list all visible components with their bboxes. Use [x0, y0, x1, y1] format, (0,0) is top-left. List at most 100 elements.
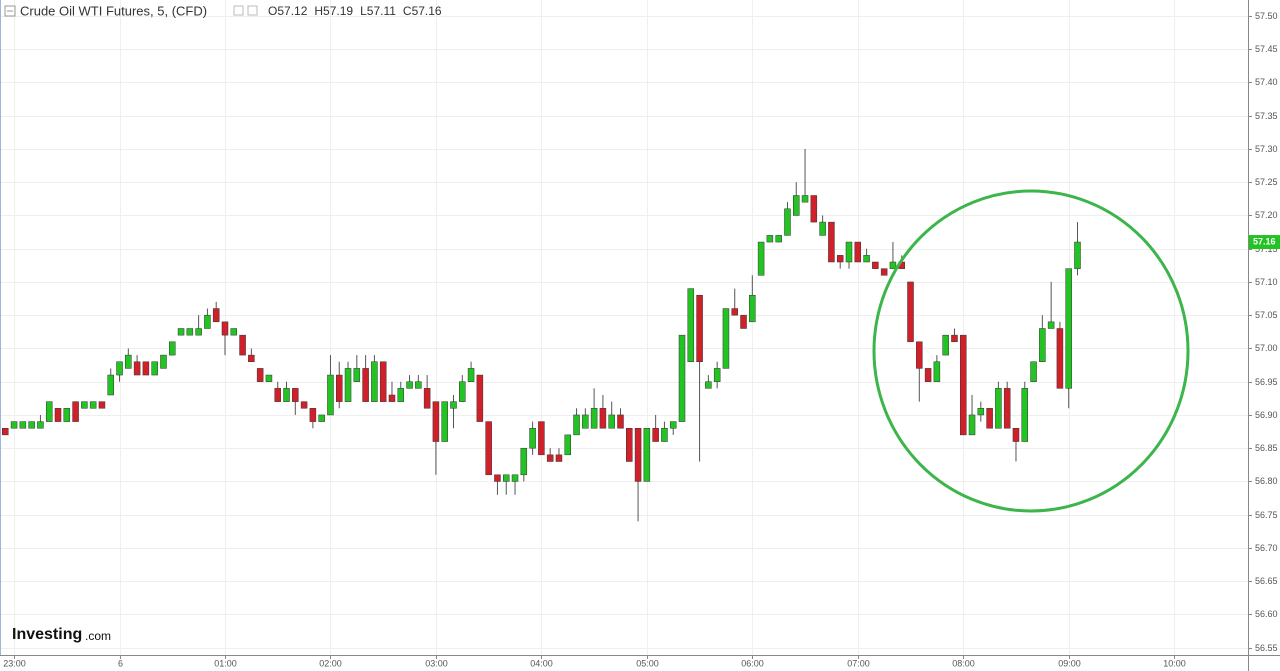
y-tick-label: 56.95 [1255, 377, 1278, 387]
ohlc-text: O57.12 H57.19 L57.11 C57.16 [268, 4, 442, 18]
candle-body [819, 221, 826, 236]
candle-body [652, 427, 659, 442]
y-tick-label: 57.45 [1255, 44, 1278, 54]
candle-body [160, 354, 167, 369]
candle-body [98, 401, 106, 409]
candle-body [916, 341, 923, 369]
close-icon[interactable] [247, 5, 258, 16]
x-tick-label: 02:00 [319, 658, 342, 668]
y-tick-label: 56.80 [1255, 476, 1278, 486]
candle-body [89, 401, 97, 409]
candle-body [45, 401, 53, 422]
candle-body [467, 368, 475, 382]
candle-body [880, 268, 888, 276]
candle-body [415, 381, 422, 389]
candle-body [661, 427, 668, 442]
y-tick-label: 57.10 [1255, 277, 1278, 287]
y-tick-label: 56.65 [1255, 576, 1278, 586]
candle-body [283, 388, 290, 402]
candle-body [133, 361, 141, 376]
candle-body [784, 208, 791, 236]
candle-body [722, 308, 730, 369]
candle-body [28, 421, 35, 429]
logo: Investing .com [12, 626, 111, 643]
ohlc-value: 57.19 [323, 4, 353, 18]
candle-body [151, 361, 158, 376]
candle-body [344, 368, 352, 402]
logo-suffix: .com [85, 629, 111, 643]
ohlc-key: L [360, 4, 367, 18]
candle-body [239, 334, 246, 356]
candle-body [125, 354, 132, 369]
candle-body [265, 374, 273, 382]
ohlc-value: 57.11 [367, 4, 396, 18]
y-tick-label: 57.40 [1255, 77, 1278, 87]
candle-body [863, 255, 870, 263]
candle-body [573, 414, 580, 436]
x-tick-label: 07:00 [847, 658, 870, 668]
candle-body [836, 255, 844, 263]
x-tick-label: 06:00 [741, 658, 764, 668]
candle-body [907, 281, 914, 343]
y-tick-label: 56.75 [1255, 510, 1278, 520]
candle-body [564, 434, 572, 456]
candle-body [749, 294, 756, 323]
y-tick-label: 56.85 [1255, 443, 1278, 453]
candle-body [687, 288, 695, 362]
candle-body [740, 314, 747, 329]
x-tick-label: 04:00 [530, 658, 553, 668]
candle-body [1012, 427, 1020, 442]
candle-body [1021, 388, 1029, 442]
candle-body [37, 421, 44, 429]
y-tick-label: 57.35 [1255, 111, 1278, 121]
x-tick-label: 01:00 [214, 658, 237, 668]
y-tick-label: 57.50 [1255, 11, 1278, 21]
ohlc-key: O [268, 4, 277, 18]
x-tick-label: 23:00 [3, 658, 26, 668]
candle-body [810, 195, 818, 223]
candle-body [494, 474, 501, 482]
candle-body [450, 401, 457, 409]
candle-body [195, 328, 202, 336]
ohlc-header: O57.12 H57.19 L57.11 C57.16 [268, 4, 442, 18]
candle-body [951, 334, 958, 343]
candle-body [186, 328, 194, 336]
y-tick-label: 56.70 [1255, 543, 1278, 553]
y-tick-label: 56.55 [1255, 643, 1278, 653]
x-tick-label: 10:00 [1163, 658, 1186, 668]
y-tick-label: 56.90 [1255, 410, 1278, 420]
candle-body [959, 334, 967, 436]
settings-icon[interactable] [233, 5, 244, 16]
candle-body [1065, 268, 1072, 389]
candle-body [256, 368, 264, 382]
x-tick-label: 08:00 [952, 658, 975, 668]
last-price-tag [1249, 235, 1280, 250]
candle-body [212, 308, 220, 323]
candle-body [845, 241, 853, 263]
candle-body [441, 401, 448, 442]
ohlc-key: C [403, 4, 412, 18]
candle-body [335, 374, 343, 402]
candle-body [1056, 328, 1064, 389]
candle-body [169, 341, 176, 356]
candle-body [1074, 241, 1081, 269]
candle-body [854, 241, 862, 263]
ohlc-key: H [314, 4, 323, 18]
candle-body [221, 321, 229, 336]
candle-body [63, 408, 71, 422]
candle-body [116, 361, 123, 376]
y-tick-label: 57.05 [1255, 310, 1278, 320]
candle-body [19, 421, 27, 429]
candle-body [793, 195, 800, 216]
y-tick-label: 57.30 [1255, 144, 1278, 154]
collapse-icon[interactable] [4, 5, 16, 17]
candle-body [634, 427, 642, 482]
candle-body [555, 454, 563, 462]
x-tick-label: 03:00 [425, 658, 448, 668]
candle-body [617, 414, 624, 429]
candle-body [1030, 361, 1037, 382]
candle-body [406, 381, 413, 389]
